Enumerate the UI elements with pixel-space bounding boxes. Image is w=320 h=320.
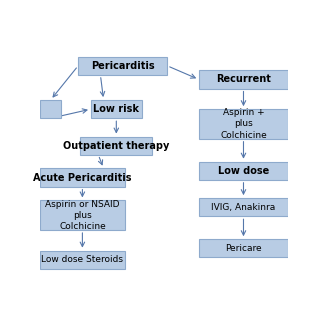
- Text: Recurrent: Recurrent: [216, 75, 271, 84]
- Text: IVIG, Anakinra: IVIG, Anakinra: [212, 203, 276, 212]
- FancyBboxPatch shape: [40, 251, 125, 269]
- FancyBboxPatch shape: [199, 239, 288, 257]
- FancyBboxPatch shape: [199, 198, 288, 216]
- FancyBboxPatch shape: [40, 200, 125, 230]
- FancyBboxPatch shape: [80, 137, 152, 155]
- FancyBboxPatch shape: [78, 57, 167, 75]
- Text: Aspirin +
plus
Colchicine: Aspirin + plus Colchicine: [220, 108, 267, 140]
- Text: Outpatient therapy: Outpatient therapy: [63, 140, 170, 151]
- Text: Low dose: Low dose: [218, 166, 269, 176]
- Text: Aspirin or NSAID
plus
Colchicine: Aspirin or NSAID plus Colchicine: [45, 200, 120, 231]
- FancyBboxPatch shape: [40, 168, 125, 187]
- FancyBboxPatch shape: [199, 109, 288, 139]
- FancyBboxPatch shape: [40, 100, 61, 118]
- Text: Low dose Steroids: Low dose Steroids: [41, 255, 124, 264]
- Text: Pericare: Pericare: [225, 244, 262, 253]
- FancyBboxPatch shape: [91, 100, 142, 118]
- Text: Acute Pericarditis: Acute Pericarditis: [33, 172, 132, 183]
- FancyBboxPatch shape: [199, 70, 288, 89]
- FancyBboxPatch shape: [199, 162, 288, 180]
- Text: Pericarditis: Pericarditis: [91, 61, 155, 71]
- Text: Low risk: Low risk: [93, 104, 139, 114]
